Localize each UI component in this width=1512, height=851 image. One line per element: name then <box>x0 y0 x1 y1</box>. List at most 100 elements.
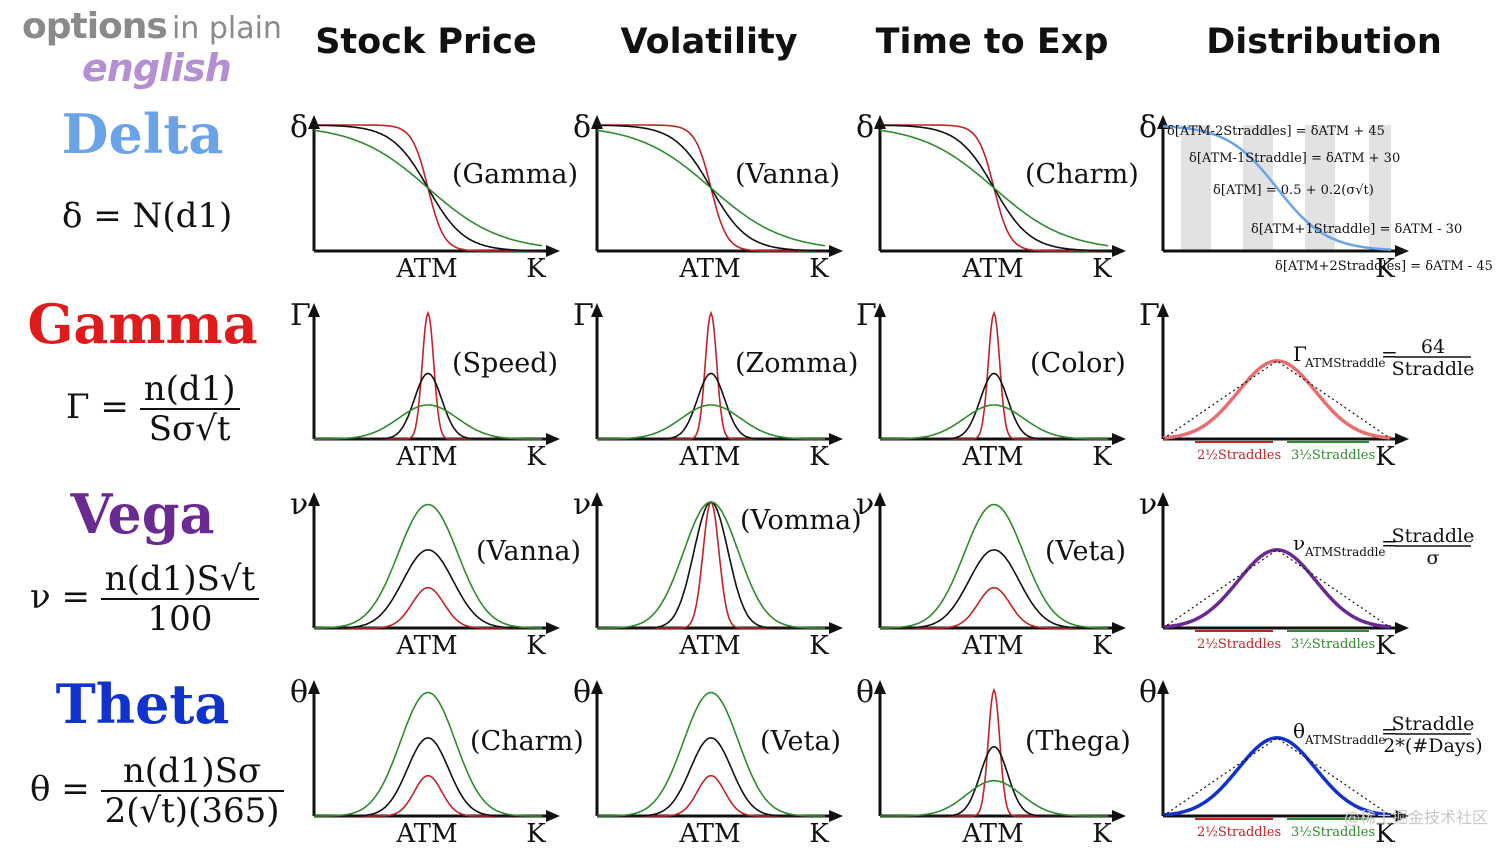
axis-symbol-theta: θ <box>573 675 591 710</box>
theta-straddle-lhs: θ <box>1293 719 1305 743</box>
gamma-straddle-eq: = <box>1381 342 1398 366</box>
axis-symbol-vega: ν <box>1139 487 1157 522</box>
curve-long-r0-c0 <box>313 129 543 247</box>
theta-straddle-den: 2*(#Days) <box>1383 735 1482 757</box>
formula-vega-lhs: ν = <box>30 577 90 617</box>
gamma-straddle-num: 64 <box>1421 336 1445 358</box>
curve-long-r1-c0 <box>314 404 542 440</box>
curve-short-r2-c0 <box>314 586 542 629</box>
curve-long-r1-c2 <box>880 404 1108 440</box>
axis-label-k: K <box>809 442 829 472</box>
axis-symbol-delta: δ <box>1139 110 1157 145</box>
axes-r1-c3 <box>1157 303 1409 445</box>
curve-short-r3-c0 <box>314 774 542 817</box>
x-axis-arrow <box>1112 245 1126 257</box>
curve-long-r2-c2 <box>880 503 1108 629</box>
axis-label-atm: ATM <box>678 254 740 284</box>
curve-delta-distribution <box>1162 125 1392 251</box>
axis-label-atm: ATM <box>395 819 457 849</box>
column-header-stock-price: Stock Price <box>315 22 537 62</box>
axis-label-k: K <box>1092 819 1112 849</box>
range-label-right: 3½Straddles <box>1291 448 1375 463</box>
curve-long-r2-c1 <box>597 501 825 629</box>
axis-label-atm: ATM <box>395 631 457 661</box>
column-header-time-to-exp: Time to Exp <box>875 22 1109 62</box>
curve-long-r0-c1 <box>596 129 826 247</box>
y-axis-arrow <box>1157 680 1169 694</box>
theta-straddle-num: Straddle <box>1392 713 1475 735</box>
panel-label-thega: (Thega) <box>1025 726 1131 757</box>
delta-strike-label-0: δ[ATM-2Straddles] = δATM + 45 <box>1167 124 1385 139</box>
x-axis-arrow <box>1112 622 1126 634</box>
axis-symbol-gamma: Γ <box>573 298 594 333</box>
axis-symbol-theta: θ <box>1139 675 1157 710</box>
delta-strike-label-3: δ[ATM+1Straddle] = δATM - 30 <box>1251 222 1462 237</box>
axis-label-atm: ATM <box>961 819 1023 849</box>
formula-vega-den: 100 <box>147 599 213 639</box>
y-axis-arrow <box>308 680 320 694</box>
axis-symbol-vega: ν <box>856 487 874 522</box>
delta-strike-label-1: δ[ATM-1Straddle] = δATM + 30 <box>1189 151 1400 166</box>
formula-vega-num: n(d1)S√t <box>100 560 260 600</box>
panel-label-veta: (Veta) <box>760 726 841 757</box>
straddle-band <box>1181 125 1211 251</box>
y-axis-arrow <box>874 492 886 506</box>
formula-theta-lhs: θ = <box>30 769 90 809</box>
triangle-approx-theta <box>1162 737 1392 817</box>
logo: options in plain english <box>22 6 282 90</box>
curve-long-r3-c2 <box>880 779 1108 817</box>
gamma-straddle-lhs: Γ <box>1293 342 1307 366</box>
x-axis-arrow <box>829 433 843 445</box>
y-axis-arrow <box>874 303 886 317</box>
straddle-band <box>1305 125 1335 251</box>
axis-label-k: K <box>1375 254 1395 284</box>
x-axis-arrow <box>546 245 560 257</box>
curve-mid-r2-c0 <box>314 549 542 629</box>
range-label-left: 2½Straddles <box>1197 825 1281 840</box>
vega-straddle-num: Straddle <box>1392 525 1475 547</box>
axis-symbol-gamma: Γ <box>856 298 877 333</box>
curve-mid-r3-c0 <box>314 737 542 817</box>
formula-theta-den: 2(√t)(365) <box>104 791 280 831</box>
panel-label-speed: (Speed) <box>452 348 558 379</box>
y-axis-arrow <box>591 115 603 129</box>
curve-long-r2-c0 <box>314 503 542 629</box>
formula-delta-text: δ = N(d1) <box>62 196 233 236</box>
vega-straddle-den: σ <box>1427 547 1440 569</box>
greek-name-vega: Vega <box>70 482 215 546</box>
panel-label-vomma: (Vomma) <box>740 505 862 536</box>
panel-label-charm: (Charm) <box>1025 159 1139 190</box>
axis-label-k: K <box>1375 631 1395 661</box>
x-axis-arrow <box>1395 810 1409 822</box>
straddle-band <box>1243 125 1273 251</box>
axis-label-k: K <box>526 819 546 849</box>
column-header-volatility: Volatility <box>620 22 798 62</box>
x-axis-arrow <box>546 622 560 634</box>
y-axis-arrow <box>308 115 320 129</box>
curve-theta-distribution <box>1162 736 1392 817</box>
formula-delta: δ = N(d1) <box>62 196 232 236</box>
axis-label-k: K <box>1092 254 1112 284</box>
curve-long-r0-c2 <box>879 129 1109 247</box>
vega-straddle-eq: = <box>1381 531 1398 555</box>
axis-label-k: K <box>809 254 829 284</box>
range-label-left: 2½Straddles <box>1197 448 1281 463</box>
axis-symbol-delta: δ <box>856 110 874 145</box>
x-axis-arrow <box>1112 433 1126 445</box>
formula-gamma: Γ = n(d1) Sσ√t <box>66 370 240 448</box>
range-label-left: 2½Straddles <box>1197 637 1281 652</box>
axis-symbol-delta: δ <box>290 110 308 145</box>
axis-symbol-gamma: Γ <box>290 298 311 333</box>
greek-name-theta: Theta <box>55 672 230 736</box>
x-axis-arrow <box>546 433 560 445</box>
curve-short-r3-c1 <box>597 774 825 817</box>
vega-straddle-lhs: ν <box>1293 531 1305 555</box>
gamma-straddle-sub: ATMStraddle <box>1304 356 1386 370</box>
logo-line1a: options <box>22 6 168 47</box>
curve-mid-r1-c1 <box>597 372 825 440</box>
axis-symbol-theta: θ <box>856 675 874 710</box>
range-label-right: 3½Straddles <box>1291 825 1375 840</box>
axis-label-atm: ATM <box>678 819 740 849</box>
x-axis-arrow <box>829 245 843 257</box>
